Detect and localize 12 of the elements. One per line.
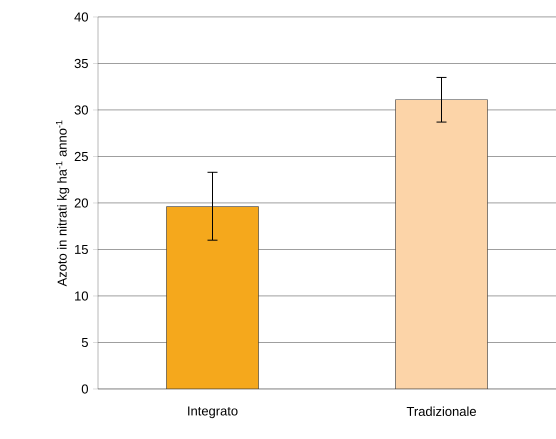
x-tick-label: Integrato xyxy=(188,406,238,418)
y-tick-label: 35 xyxy=(74,58,88,68)
y-tick-label: 30 xyxy=(74,105,88,115)
y-tick-label: 40 xyxy=(74,12,88,22)
y-tick-label: 15 xyxy=(75,244,88,254)
y-tick-label: 0 xyxy=(82,384,88,394)
y-tick-label: 5 xyxy=(82,338,88,347)
x-tick-label: Tradizionale xyxy=(406,406,476,416)
y-tick-label: 20 xyxy=(74,198,88,208)
y-tick-label: 10 xyxy=(75,291,88,301)
y-tick-label: 25 xyxy=(74,152,88,162)
y-axis-title: Azoto in nitrati kg ha$^{-1}$ anno$^{-1}$ xyxy=(56,120,70,286)
